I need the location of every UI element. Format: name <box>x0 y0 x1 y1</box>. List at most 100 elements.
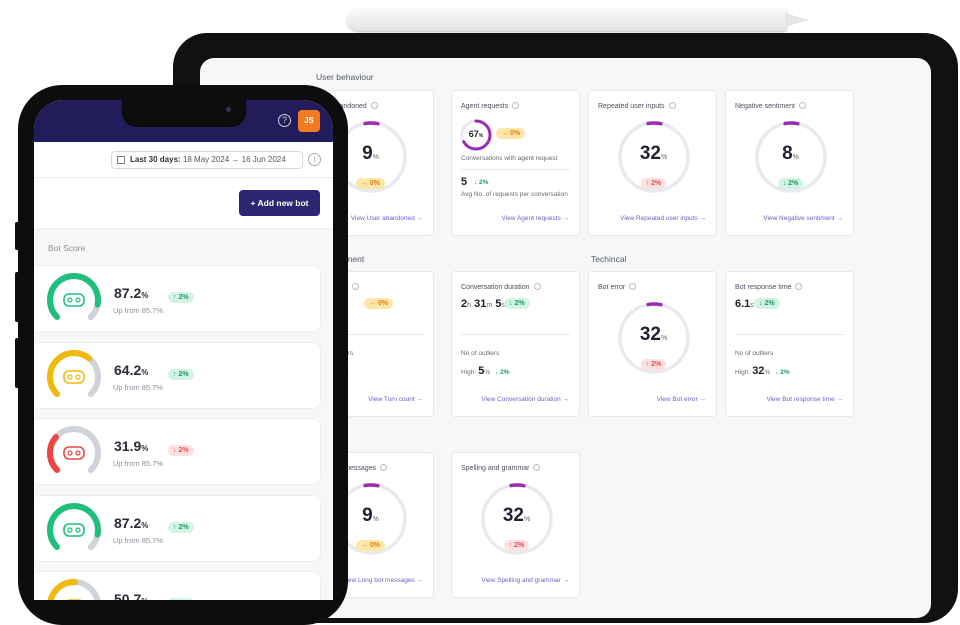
progress-ring <box>481 483 553 555</box>
notch <box>122 100 246 127</box>
date-range-picker[interactable]: Last 30 days: 18 May 2024 → 16 Jun 2024 <box>111 151 303 169</box>
gauge-fill <box>47 349 101 404</box>
score-unit: % <box>141 367 149 377</box>
view-link[interactable]: View User abandoned → <box>350 215 423 222</box>
help-icon[interactable]: ? <box>278 114 291 127</box>
info-icon[interactable] <box>512 102 520 109</box>
divider <box>315 334 424 335</box>
outliers-high: High: 32% ↓ 2% <box>735 365 790 377</box>
info-icon[interactable] <box>370 102 378 109</box>
high-change: ↓ 2% <box>775 369 790 376</box>
pencil <box>347 9 787 31</box>
progress-ring <box>618 302 690 374</box>
bot-score-section: Bot Score 87.2% ↑ 2% Up from 85.7% 64.2% ↑ 2… <box>34 228 333 600</box>
value-number: 32 <box>639 324 661 345</box>
add-new-bot-button[interactable]: + Add new bot <box>239 190 320 216</box>
info-icon[interactable] <box>533 283 541 290</box>
view-link[interactable]: View Bot error → <box>656 396 706 403</box>
info-icon[interactable] <box>798 102 806 109</box>
card-title-text: Negative sentiment <box>735 103 795 110</box>
card-title: Conversation duration <box>461 283 541 291</box>
card-value: 32% <box>452 505 581 527</box>
score-subtext: Up from 85.7% <box>113 459 164 468</box>
view-link[interactable]: View Long bot messages → <box>342 577 423 584</box>
score-unit: % <box>141 444 149 453</box>
card-title-text: Agent requests <box>461 103 509 110</box>
ring-wrap <box>460 119 492 156</box>
info-icon[interactable] <box>533 464 541 471</box>
gauge-fill <box>47 426 101 480</box>
phone-screen: ? JS Last 30 days: 18 May 2024 → 16 Jun … <box>34 100 333 600</box>
avatar[interactable]: JS <box>298 110 320 132</box>
score-value: 31.9% <box>114 438 148 454</box>
section-technical: Techincal <box>591 254 627 264</box>
card-value: 9% <box>306 143 435 165</box>
calendar-icon <box>117 156 125 164</box>
outliers-label: No of outliers <box>735 350 774 357</box>
change-badge: ↑ 2% <box>503 540 530 551</box>
card-title-text: Bot error <box>598 284 626 291</box>
value-unit: % <box>792 154 799 161</box>
bot-eye <box>75 450 81 456</box>
value-unit: % <box>660 154 668 161</box>
progress-ring <box>460 119 492 151</box>
view-link[interactable]: View Negative sentiment → <box>763 215 843 222</box>
score-gauge <box>47 426 101 480</box>
badge-wrap: ↓ 2% <box>726 172 855 190</box>
view-link[interactable]: View Bot response time → <box>766 396 843 403</box>
ring-fill <box>755 121 827 193</box>
change-badge: ↓ 2% <box>168 445 194 456</box>
card-value: 2h 31m 5s <box>461 298 505 310</box>
progress-ring <box>755 121 827 193</box>
value-number: 8 <box>782 143 793 164</box>
ring-wrap <box>618 121 690 198</box>
info-icon[interactable] <box>352 283 360 290</box>
info-icon[interactable] <box>380 464 388 471</box>
info-icon[interactable] <box>668 102 676 109</box>
change-badge: ↑ 2% <box>168 292 194 303</box>
pencil-tip <box>785 13 809 27</box>
score-gauge <box>47 349 101 404</box>
gauge-fill <box>47 273 101 327</box>
view-link[interactable]: View Agent requests → <box>501 215 569 222</box>
card-value: 32% <box>589 143 718 165</box>
value-unit: % <box>660 335 668 342</box>
bot-score-card[interactable]: 87.2% ↑ 2% Up from 85.7% <box>34 265 321 332</box>
value-number: 67 <box>468 129 479 139</box>
info-icon[interactable]: i <box>308 153 321 166</box>
bot-score-card[interactable]: 64.2% ↑ 2% Up from 85.7% <box>34 341 321 409</box>
bot-score-label: Bot Score <box>48 243 86 253</box>
bot-score-card[interactable]: 50.7%↑ 2%Up from 85.7% <box>34 571 321 600</box>
metric-card: Repeated user inputs 32% ↑ 2% View Repeated… <box>588 90 717 236</box>
bot-eye <box>67 297 73 303</box>
bot-score-card[interactable]: 31.9% ↓ 2% Up from 85.7% <box>34 418 321 485</box>
outliers-label: No of outliers <box>461 350 500 357</box>
card-title: Spelling and grammar <box>461 464 541 472</box>
view-link[interactable]: View Repeated user inputs → <box>620 215 706 222</box>
bot-eye <box>67 373 73 380</box>
bot-eye <box>67 526 73 533</box>
view-link[interactable]: View Turn count → <box>368 396 423 403</box>
card-title: Bot error <box>598 283 637 291</box>
score-value: 50.7% <box>114 591 148 600</box>
gauge-fill <box>47 502 101 557</box>
badge-wrap: → 0% <box>306 172 435 190</box>
score-value: 87.2% <box>114 285 148 301</box>
badge-wrap: ↑ 2% <box>168 592 194 600</box>
score-subtext: Up from 85.7% <box>113 382 164 392</box>
value-number: 9 <box>362 505 373 526</box>
change-badge: ↑ 2% <box>640 359 667 370</box>
info-icon[interactable] <box>795 283 803 290</box>
score-unit: % <box>141 520 149 530</box>
metric-card: Agent requests 67% → 0% Conversations with … <box>451 90 580 236</box>
view-link[interactable]: View Spelling and grammar → <box>481 577 569 584</box>
score-subtext: Up from 85.7% <box>113 535 164 545</box>
bot-eye <box>75 297 81 303</box>
badge-wrap: ↑ 2% <box>589 353 718 371</box>
bot-score-card[interactable]: 87.2% ↑ 2% Up from 85.7% <box>34 494 321 562</box>
score-value: 87.2% <box>114 515 148 531</box>
info-icon[interactable] <box>629 283 637 290</box>
phone-side-button <box>15 272 19 322</box>
view-link[interactable]: View Conversation duration → <box>481 396 569 403</box>
change-badge: ↓ 2% <box>777 178 804 189</box>
